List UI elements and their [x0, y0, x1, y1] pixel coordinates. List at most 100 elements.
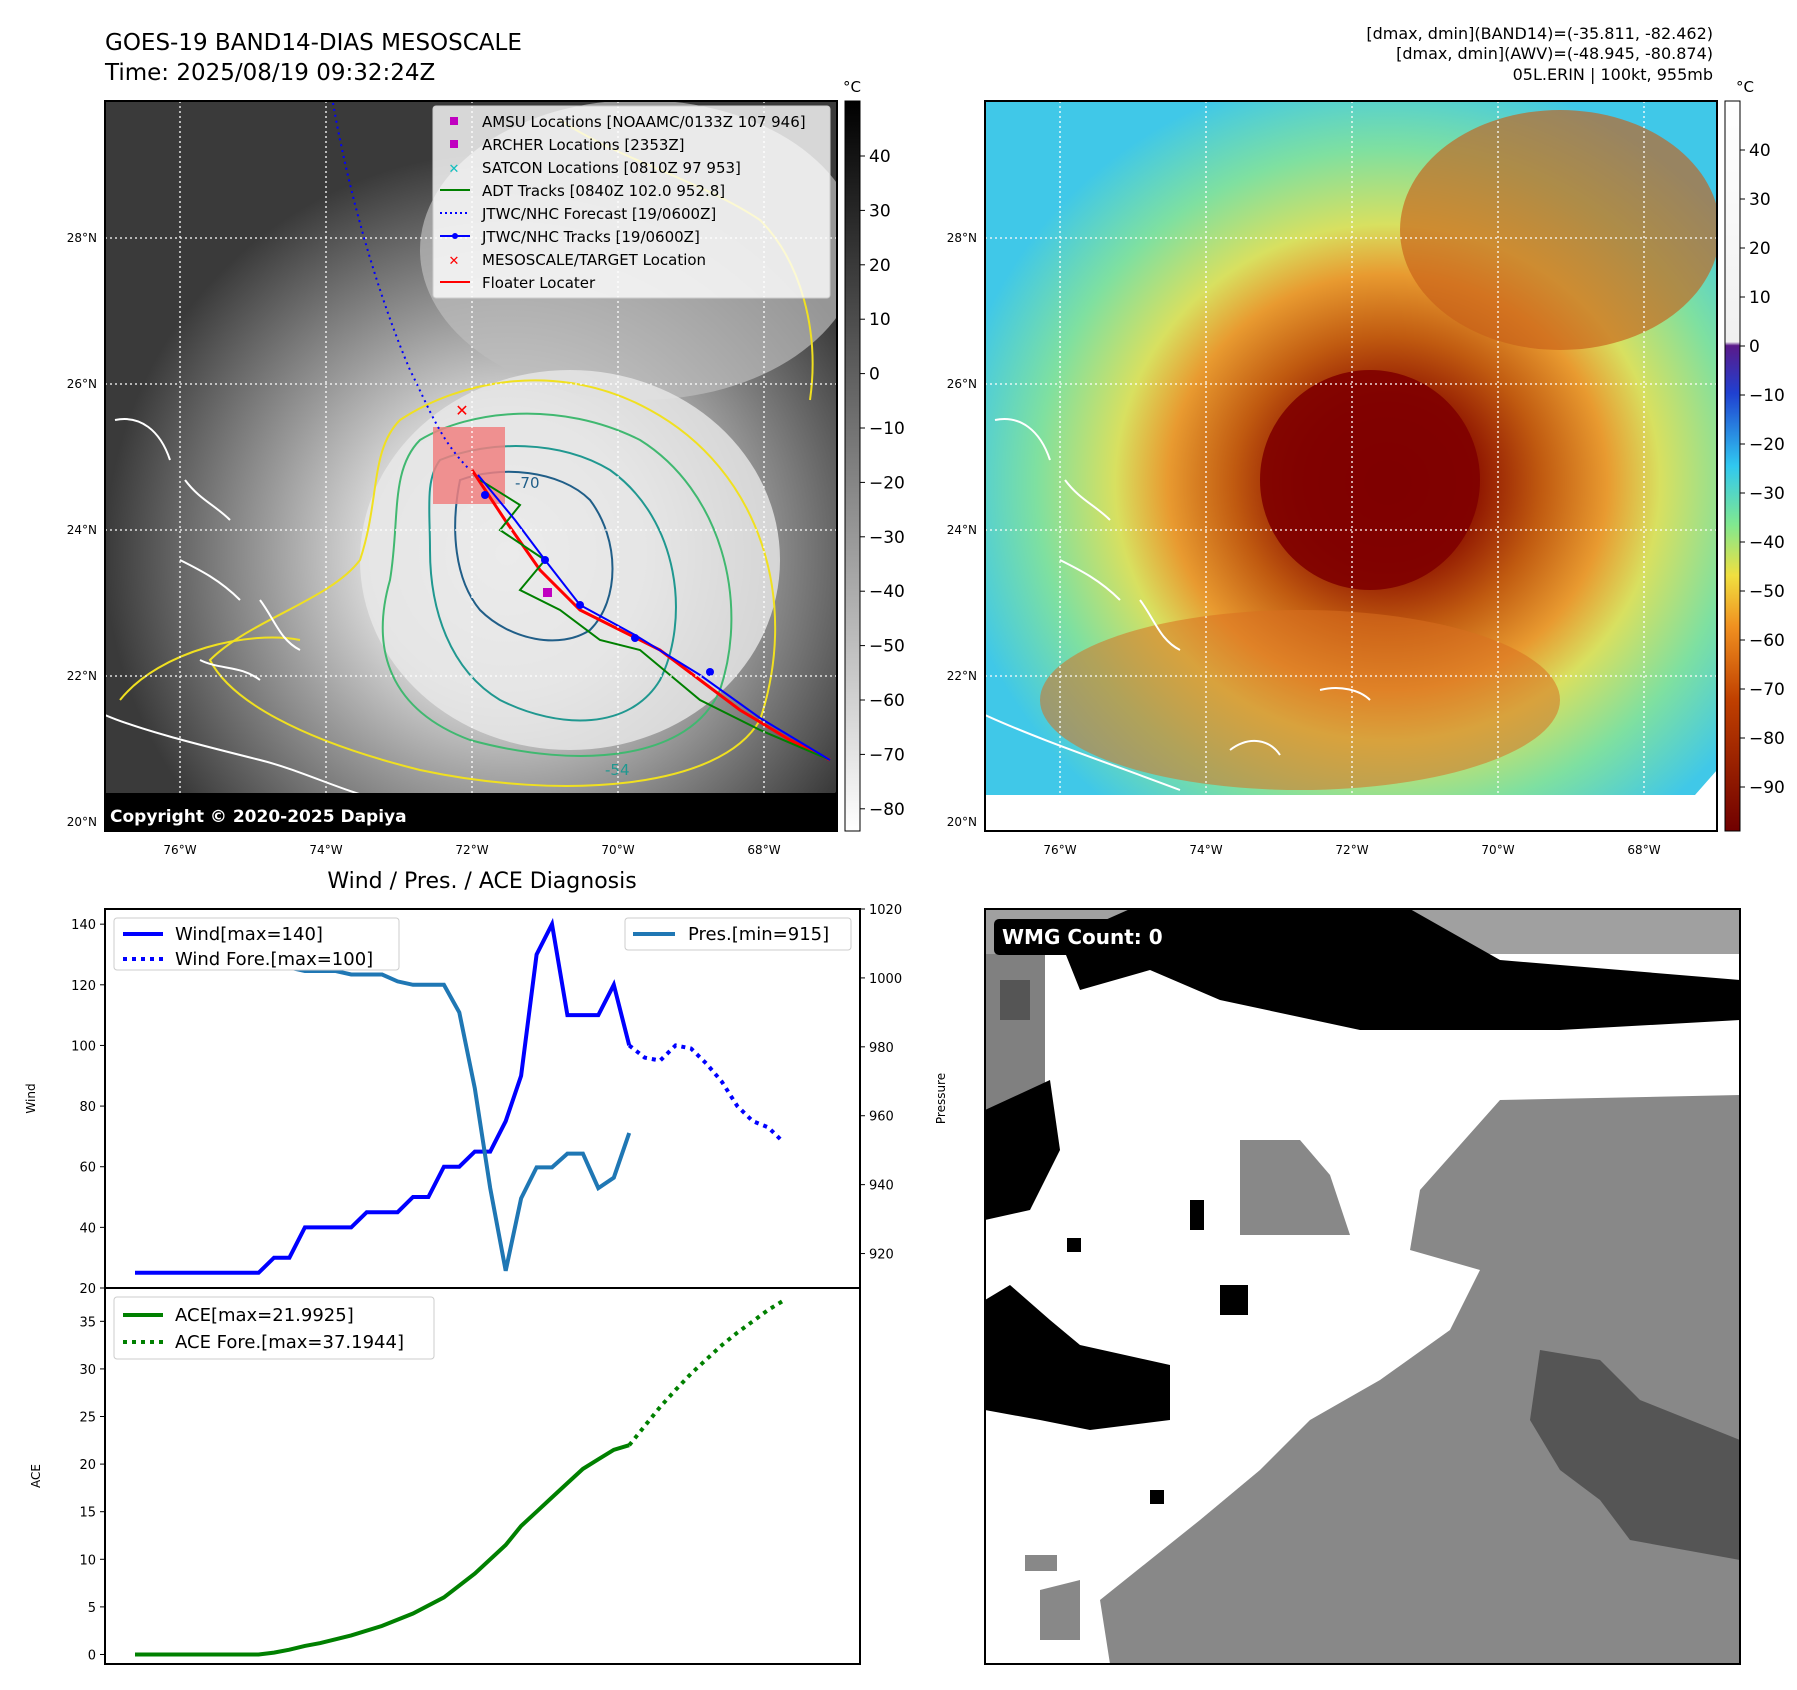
title-line1: GOES-19 BAND14-DIAS MESOSCALE: [105, 30, 522, 56]
series-line-0: [135, 917, 632, 1275]
diag-title: Wind / Pres. / ACE Diagnosis: [327, 869, 636, 894]
legend-floater: Floater Locater: [482, 274, 596, 292]
lat-label: 26°N: [947, 377, 977, 391]
ir-colorbar-unit: °C: [843, 78, 861, 96]
legend-target: MESOSCALE/TARGET Location: [482, 251, 706, 269]
colorbar-tick-label: −70: [1749, 680, 1785, 700]
y-tick-label: 15: [79, 1506, 96, 1521]
colorbar-tick-label: −30: [869, 528, 905, 548]
lon-label: 76°W: [163, 843, 196, 857]
coastline-bahamas: [114, 418, 301, 681]
colorbar-tick-label: −30: [1749, 484, 1785, 504]
wind-fore-legend-label: Wind Fore.[max=100]: [175, 949, 373, 970]
legend-tracks: JTWC/NHC Tracks [19/0600Z]: [481, 228, 700, 246]
colorbar-tick-label: −50: [1749, 582, 1785, 602]
color-map-axis-labels: 28°N 26°N 24°N 22°N 20°N 76°W 74°W 72°W 70°W 68°W: [947, 231, 1661, 857]
ace-chart-frame: [104, 1287, 861, 1665]
map-legend: ✕ ✕ AMSU Locations [NOAAMC/0133Z 107 946…: [432, 105, 831, 299]
lat-label: 20°N: [67, 815, 97, 829]
series-line-1: [627, 1043, 786, 1144]
y2-tick-label: 920: [869, 1248, 894, 1263]
y-tick-label: 10: [79, 1553, 96, 1568]
lat-label: 22°N: [947, 669, 977, 683]
track-point: [706, 668, 714, 676]
y-tick-label: 60: [79, 1161, 96, 1176]
colorbar-tick-label: −10: [869, 419, 905, 439]
y2-tick-label: 1000: [869, 972, 902, 987]
ace-fore-legend-label: ACE Fore.[max=37.1944]: [175, 1332, 404, 1353]
ir-map-frame: [104, 100, 838, 832]
map-legend-markers: ✕ ✕: [440, 117, 470, 283]
lon-label: 74°W: [309, 843, 342, 857]
coastline-islands-right: [985, 687, 1371, 791]
colorbar-tick-label: −40: [869, 582, 905, 602]
color-colorbar-unit: °C: [1736, 78, 1754, 96]
colorbar-tick-label: −70: [869, 745, 905, 765]
wmg-black-top: [1060, 909, 1740, 1030]
wmg-gray-small: [1025, 1555, 1057, 1571]
wmg-black-dot3: [1150, 1490, 1164, 1504]
satcon-legend-marker: ✕: [449, 162, 460, 177]
colorbar-tick-label: −20: [869, 473, 905, 493]
copyright-text: Copyright © 2020-2025 Dapiya: [110, 807, 407, 827]
colorbar-tick-label: 0: [1749, 337, 1760, 357]
y-tick-label: 100: [71, 1039, 96, 1054]
map-legend-labels: AMSU Locations [NOAAMC/0133Z 107 946] AR…: [481, 113, 806, 292]
wmg-gray-mid: [1240, 1140, 1350, 1235]
y-tick-label: 40: [79, 1221, 96, 1236]
wmg-frame: [984, 908, 1741, 1665]
colorbar-tick-label: −60: [1749, 631, 1785, 651]
ir-colorbar-gradient: [844, 100, 861, 832]
contour-label-54: -54: [605, 761, 630, 779]
lat-label: 28°N: [67, 231, 97, 245]
colorbar-tick-label: 10: [869, 310, 891, 330]
colorbar-tick-label: 0: [869, 365, 880, 385]
color-map-gridlines: [985, 101, 1717, 795]
lon-label: 68°W: [1627, 843, 1660, 857]
mesoscale-target-box: [433, 427, 505, 504]
wind-legend-box: [113, 917, 400, 971]
cold-band-south: [1040, 610, 1560, 790]
jtwc-nhc-track: [477, 474, 831, 761]
wmg-label: WMG Count: 0: [1002, 925, 1163, 949]
info-line2: [dmax, dmin](AWV)=(-48.945, -80.874): [1396, 44, 1713, 63]
lat-label: 28°N: [947, 231, 977, 245]
cold-band-north: [1400, 110, 1717, 350]
lat-label: 22°N: [67, 669, 97, 683]
colorbar-tick-label: 30: [1749, 190, 1771, 210]
y2-tick-label: 960: [869, 1110, 894, 1125]
legend-adt: ADT Tracks [0840Z 102.0 952.8]: [482, 182, 725, 200]
wmg-black-square: [1220, 1285, 1248, 1315]
legend-forecast: JTWC/NHC Forecast [19/0600Z]: [481, 205, 716, 223]
colorbar-tick-label: 30: [869, 201, 891, 221]
color-map-frame: [984, 100, 1718, 832]
ace-series-line-1: [627, 1298, 785, 1447]
colorbar-tick-label: 10: [1749, 288, 1771, 308]
wmg-dark-block: [1000, 980, 1030, 1020]
y-tick-label: 0: [88, 1648, 96, 1663]
colorbar-tick-label: −90: [1749, 778, 1785, 798]
colorbar-tick-label: 20: [1749, 239, 1771, 259]
contour-yellow: [208, 379, 777, 787]
wmg-gray-lower-left: [1040, 1580, 1080, 1640]
colorbar-tick-label: 40: [1749, 141, 1771, 161]
y2-tick-label: 980: [869, 1041, 894, 1056]
y2-axis-label: Pressure: [934, 1073, 948, 1124]
ir-colorbar: °C 40 30 20 10 0 −10 −20 −30 −40 −50 −60 −70 −80: [843, 78, 905, 832]
y-axis-label: ACE: [29, 1464, 43, 1488]
color-colorbar: °C 40 30 20 10 0 −10 −20 −30 −40 −50 −60 −70 −80 −90: [1724, 78, 1785, 832]
track-point: [481, 491, 489, 499]
y-tick-label: 80: [79, 1100, 96, 1115]
lon-label: 72°W: [455, 843, 488, 857]
wind-pressure-chart: 20 40 60 80 100 120 140 920 940 960 980 1000 1020 Win…: [24, 903, 948, 1297]
y2-tick-label: 940: [869, 1179, 894, 1194]
coastline-bahamas-right: [994, 418, 1181, 651]
colorbar-tick-label: −80: [1749, 729, 1785, 749]
lat-label: 24°N: [67, 523, 97, 537]
pres-legend-box: [624, 917, 852, 951]
colorbar-tick-label: 20: [869, 256, 891, 276]
wmg-black-left: [985, 1080, 1060, 1220]
y-tick-label: 20: [79, 1458, 96, 1473]
mesoscale-target-marker: ✕: [455, 401, 468, 420]
